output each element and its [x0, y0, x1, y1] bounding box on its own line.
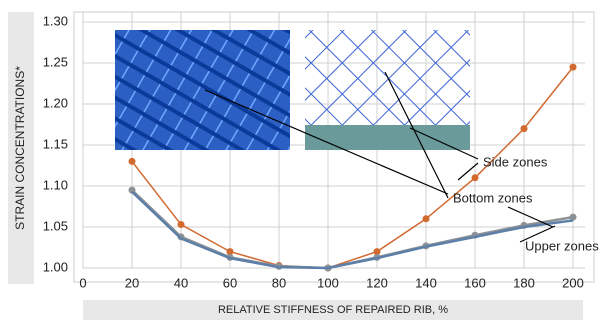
series-point — [129, 158, 136, 165]
y-tick-label: 1.25 — [43, 54, 68, 69]
y-tick-label: 1.00 — [43, 259, 68, 274]
y-tick-label: 1.15 — [43, 136, 68, 151]
series-point — [178, 221, 185, 228]
chart: STRAIN CONCENTRATIONS* RELATIVE STIFFNES… — [0, 0, 601, 322]
series-point — [472, 174, 479, 181]
x-tick-label: 0 — [79, 275, 86, 290]
x-tick-label: 160 — [464, 275, 486, 290]
x-tick-label: 100 — [317, 275, 339, 290]
lattice-image-left — [115, 30, 290, 150]
series-point — [423, 215, 430, 222]
y-tick-label: 1.30 — [43, 13, 68, 28]
x-tick-label: 80 — [272, 275, 286, 290]
y-axis-title: STRAIN CONCENTRATIONS* — [13, 66, 27, 230]
lattice-image-right-base — [305, 125, 470, 150]
x-tick-label: 120 — [366, 275, 388, 290]
x-tick-label: 40 — [174, 275, 188, 290]
series-point — [570, 64, 577, 71]
x-axis-title: RELATIVE STIFFNESS OF REPAIRED RIB, % — [218, 304, 448, 316]
x-tick-label: 140 — [415, 275, 437, 290]
series-callout: Bottom zones — [453, 190, 533, 205]
x-tick-label: 60 — [223, 275, 237, 290]
series-callout: Side zones — [483, 154, 548, 169]
x-tick-label: 180 — [513, 275, 535, 290]
x-tick-label: 20 — [125, 275, 139, 290]
y-tick-label: 1.10 — [43, 177, 68, 192]
y-tick-label: 1.05 — [43, 218, 68, 233]
x-tick-label: 200 — [562, 275, 584, 290]
series-callout: Upper zones — [525, 238, 599, 253]
series-point — [521, 125, 528, 132]
y-tick-label: 1.20 — [43, 95, 68, 110]
page: STRAIN CONCENTRATIONS* RELATIVE STIFFNES… — [0, 0, 601, 327]
